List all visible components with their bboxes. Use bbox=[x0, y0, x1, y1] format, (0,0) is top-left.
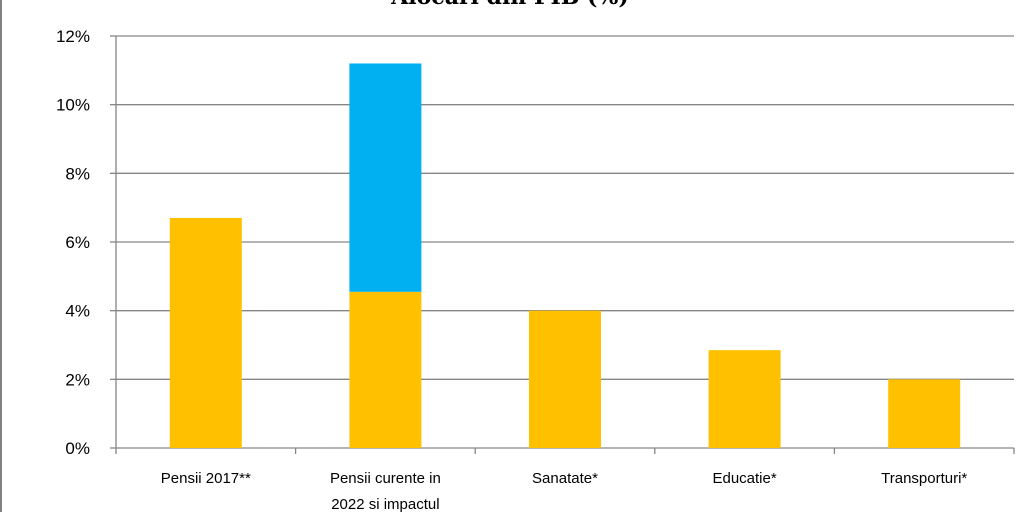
bar-series1 bbox=[708, 350, 781, 448]
x-tick-label: Pensii curente in bbox=[330, 470, 441, 487]
chart-title: Alocari din PIB (%) bbox=[360, 0, 660, 12]
x-tick-label: Pensii 2017** bbox=[161, 470, 251, 487]
x-tick-label: Sanatate* bbox=[532, 470, 598, 487]
bar-series1 bbox=[529, 310, 601, 448]
y-tick-label: 8% bbox=[65, 164, 90, 183]
bar-series1 bbox=[169, 217, 242, 448]
x-tick-label: Educatie* bbox=[712, 470, 776, 487]
y-tick-label: 12% bbox=[56, 27, 90, 46]
bar-series1 bbox=[349, 291, 422, 448]
x-tick-label: Transporturi* bbox=[881, 470, 967, 487]
y-tick-label: 2% bbox=[65, 370, 90, 389]
page-border bbox=[0, 0, 2, 512]
y-tick-label: 10% bbox=[56, 96, 90, 115]
bar-series1 bbox=[888, 379, 961, 448]
y-tick-label: 4% bbox=[65, 302, 90, 321]
bar-series2 bbox=[349, 63, 422, 292]
x-tick-label: 2022 si impactul bbox=[331, 496, 439, 512]
y-tick-label: 0% bbox=[65, 439, 90, 458]
y-tick-label: 6% bbox=[65, 233, 90, 252]
